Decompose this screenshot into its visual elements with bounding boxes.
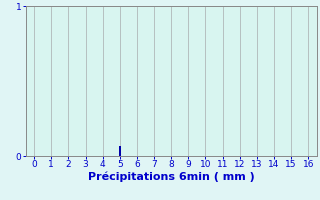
X-axis label: Précipitations 6min ( mm ): Précipitations 6min ( mm ) [88, 172, 255, 182]
Bar [118, 146, 121, 156]
